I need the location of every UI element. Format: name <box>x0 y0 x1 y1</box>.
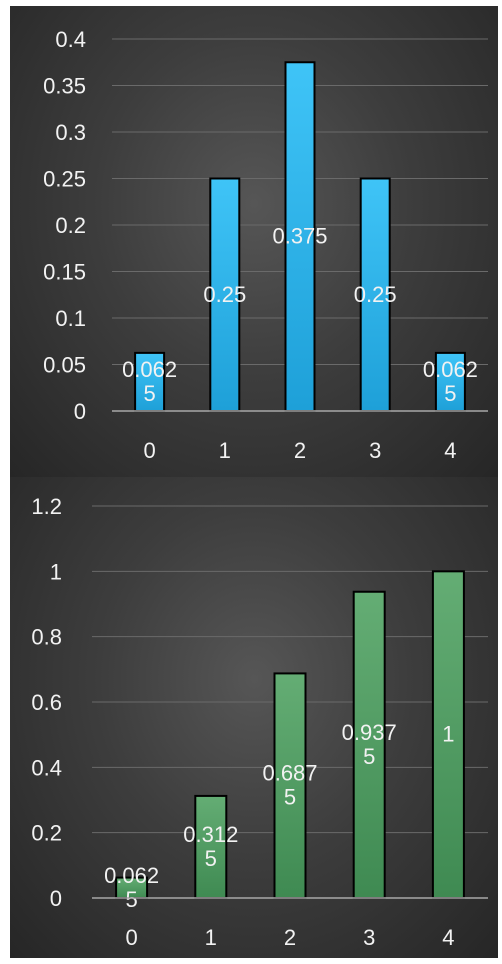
pmf-y-tick-label: 0.1 <box>55 306 86 331</box>
cdf-bar <box>431 570 465 899</box>
pmf-x-tick-label: 3 <box>369 438 381 463</box>
cdf-chart-panel: 0 0.2 0.4 0.6 0.8 1 1.2 0 0.062 5 1 0.312 5 2 0.687 5 3 0… <box>10 477 498 958</box>
pmf-y-tick-label: 0.3 <box>55 120 86 145</box>
cdf-x-tick-label: 1 <box>205 925 217 950</box>
pmf-data-label: 0.25 <box>203 282 246 307</box>
cdf-bar-chart: 0 0.2 0.4 0.6 0.8 1 1.2 0 0.062 5 1 0.312 5 2 0.687 5 3 0… <box>31 494 488 950</box>
pmf-x-tick-label: 4 <box>444 438 456 463</box>
pmf-x-tick-label: 2 <box>294 438 306 463</box>
cdf-bar <box>194 794 228 899</box>
cdf-x-tick-label: 2 <box>284 925 296 950</box>
pmf-y-tick-label: 0.25 <box>43 167 86 192</box>
cdf-x-tick-label: 4 <box>442 925 454 950</box>
cdf-bar <box>273 672 307 899</box>
pmf-bar <box>359 177 391 412</box>
pmf-data-label: 0.375 <box>272 224 327 249</box>
cdf-y-tick-label: 0.4 <box>31 755 62 780</box>
cdf-bar <box>352 590 386 899</box>
pmf-y-tick-label: 0 <box>74 399 86 424</box>
cdf-data-label: 0.062 5 <box>104 863 159 912</box>
pmf-y-tick-label: 0.2 <box>55 213 86 238</box>
pmf-data-label: 0.062 5 <box>122 357 177 406</box>
pmf-data-label: 0.25 <box>354 282 397 307</box>
pmf-y-tick-label: 0.15 <box>43 260 86 285</box>
pmf-chart-panel: 0 0.05 0.1 0.15 0.2 0.25 0.3 0.35 0.4 0 0.062 5 1 0.2… <box>10 6 498 477</box>
pmf-y-tick-label: 0.05 <box>43 353 86 378</box>
cdf-y-tick-label: 0.2 <box>31 821 62 846</box>
cdf-y-tick-label: 1.2 <box>31 494 62 519</box>
cdf-y-tick-label: 0 <box>50 886 62 911</box>
cdf-data-label: 1 <box>442 722 454 747</box>
cdf-x-tick-label: 0 <box>125 925 137 950</box>
cdf-y-tick-label: 0.6 <box>31 690 62 715</box>
cdf-x-tick-label: 3 <box>363 925 375 950</box>
pmf-bar <box>284 61 316 412</box>
cdf-y-tick-label: 0.8 <box>31 625 62 650</box>
pmf-x-tick-label: 0 <box>143 438 155 463</box>
cdf-y-tick-label: 1 <box>50 559 62 584</box>
pmf-y-tick-label: 0.4 <box>55 27 86 52</box>
pmf-bar <box>134 351 166 412</box>
cdf-data-label: 0.312 5 <box>183 822 238 871</box>
pmf-x-tick-label: 1 <box>219 438 231 463</box>
pmf-data-label: 0.062 5 <box>423 357 478 406</box>
cdf-data-label: 0.687 5 <box>262 761 317 810</box>
pmf-y-tick-label: 0.35 <box>43 74 86 99</box>
cdf-data-label: 0.937 5 <box>342 720 397 769</box>
pmf-bar-chart: 0 0.05 0.1 0.15 0.2 0.25 0.3 0.35 0.4 0 0.062 5 1 0.2… <box>43 27 488 463</box>
